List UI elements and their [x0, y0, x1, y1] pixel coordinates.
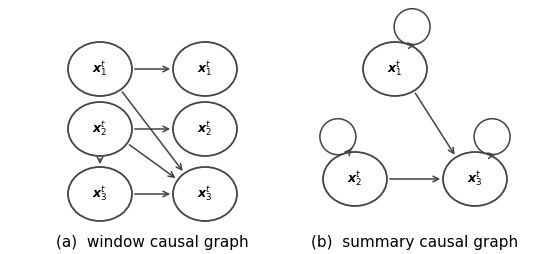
- Ellipse shape: [68, 42, 132, 96]
- Ellipse shape: [363, 42, 427, 96]
- Text: (a)  window causal graph: (a) window causal graph: [56, 235, 248, 250]
- Text: $\boldsymbol{x}_2^t$: $\boldsymbol{x}_2^t$: [92, 119, 108, 138]
- Text: (b)  summary causal graph: (b) summary causal graph: [312, 235, 519, 250]
- Ellipse shape: [443, 152, 507, 206]
- Text: $\boldsymbol{x}_2^t$: $\boldsymbol{x}_2^t$: [347, 169, 363, 188]
- Ellipse shape: [173, 102, 237, 156]
- Ellipse shape: [323, 152, 387, 206]
- Text: $\boldsymbol{x}_1^t$: $\boldsymbol{x}_1^t$: [92, 59, 108, 78]
- Text: $\boldsymbol{x}_3^t$: $\boldsymbol{x}_3^t$: [92, 184, 108, 203]
- Text: $\boldsymbol{x}_3^t$: $\boldsymbol{x}_3^t$: [197, 184, 213, 203]
- Text: $\boldsymbol{x}_1^t$: $\boldsymbol{x}_1^t$: [197, 59, 212, 78]
- Text: $\boldsymbol{x}_3^t$: $\boldsymbol{x}_3^t$: [467, 169, 483, 188]
- Ellipse shape: [68, 102, 132, 156]
- Ellipse shape: [173, 42, 237, 96]
- Text: $\boldsymbol{x}_1^t$: $\boldsymbol{x}_1^t$: [388, 59, 403, 78]
- Text: $\boldsymbol{x}_2^t$: $\boldsymbol{x}_2^t$: [197, 119, 212, 138]
- Ellipse shape: [68, 167, 132, 221]
- Ellipse shape: [173, 167, 237, 221]
